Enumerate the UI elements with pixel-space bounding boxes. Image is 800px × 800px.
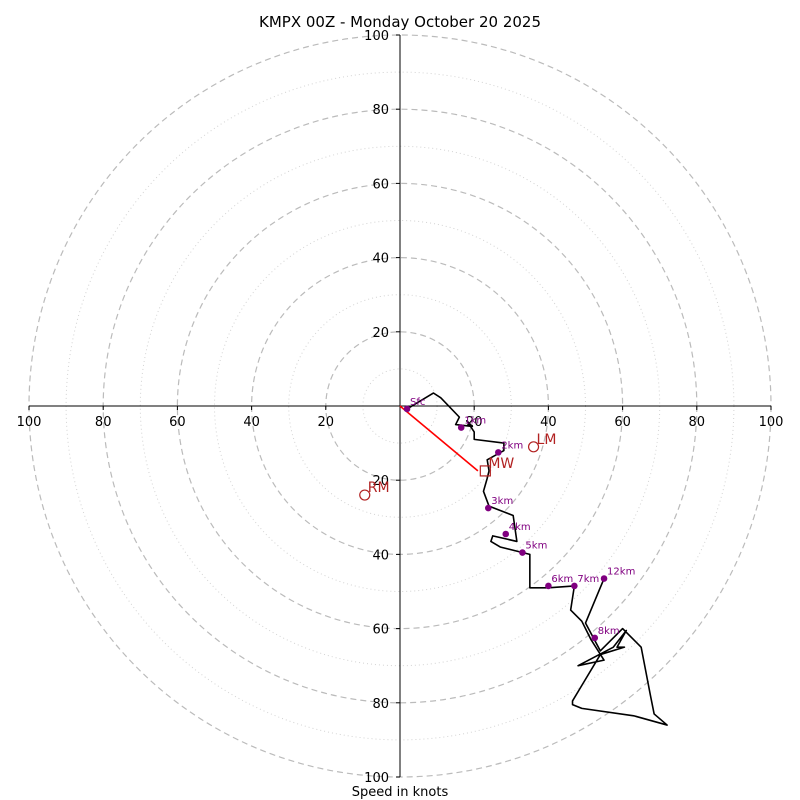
y-tick-label: 100 (364, 29, 389, 44)
x-tick-label: 80 (689, 415, 706, 430)
y-tick-label: 80 (372, 103, 389, 118)
x-tick-label: 40 (540, 415, 557, 430)
y-tick-label: 60 (372, 177, 389, 192)
height-marker-label: Sfc (410, 397, 425, 408)
chart-title: KMPX 00Z - Monday October 20 2025 (259, 13, 541, 31)
height-marker-label: 12km (607, 567, 635, 578)
storm-motion-label: LM (537, 432, 557, 448)
storm-motion-label: MW (488, 456, 514, 472)
mean-wind-vector (399, 405, 479, 472)
storm-motion-marker (527, 441, 540, 453)
height-marker-label: 7km (577, 574, 599, 585)
height-marker-label: 3km (491, 496, 513, 507)
storm-motion-marker (479, 465, 491, 477)
x-axis-label: Speed in knots (352, 785, 449, 800)
x-tick-label: 60 (169, 415, 186, 430)
height-marker-point (403, 405, 411, 413)
hodograph-line (406, 392, 668, 726)
height-marker-label: 5km (525, 541, 547, 552)
height-marker-point (484, 504, 492, 512)
tick-labels: 100 80 60 40 20 20 40 60 80 100100806040202040608… (17, 29, 784, 786)
height-marker-label: 1km (464, 416, 486, 427)
y-tick-label: 60 (372, 623, 389, 638)
storm-motion-markers: LM MW RM (359, 432, 557, 501)
x-tick-label: 40 (243, 415, 260, 430)
y-tick-label: 20 (372, 326, 389, 341)
height-marker-point (571, 582, 578, 590)
height-marker-label: 4km (509, 522, 531, 533)
y-tick-label: 40 (372, 548, 389, 563)
x-tick-label: 60 (614, 415, 631, 430)
y-tick-label: 40 (372, 252, 389, 267)
height-marker-label: 6km (551, 574, 573, 585)
height-marker-point (591, 634, 599, 642)
storm-motion-label: RM (368, 480, 390, 496)
x-tick-label: 100 (759, 415, 784, 430)
x-tick-label: 80 (95, 415, 112, 430)
height-marker-point (502, 530, 510, 538)
height-markers: Sfc 1km 2km 3km 4km 5km 6km 7km 8km 12km (403, 397, 635, 642)
height-marker-point (545, 582, 552, 590)
data-series (399, 392, 668, 726)
height-marker-label: 8km (598, 626, 620, 637)
y-tick-label: 20 (372, 474, 389, 489)
y-tick-label: 100 (364, 771, 389, 786)
x-tick-label: 100 (17, 415, 42, 430)
height-marker-label: 2km (501, 440, 523, 451)
storm-motion-marker (359, 489, 371, 501)
y-tick-label: 80 (372, 697, 389, 712)
height-marker-point (457, 424, 465, 431)
height-marker-point (519, 549, 526, 556)
height-marker-point (495, 449, 502, 456)
height-marker-point (600, 575, 608, 582)
x-tick-label: 20 (318, 415, 335, 430)
